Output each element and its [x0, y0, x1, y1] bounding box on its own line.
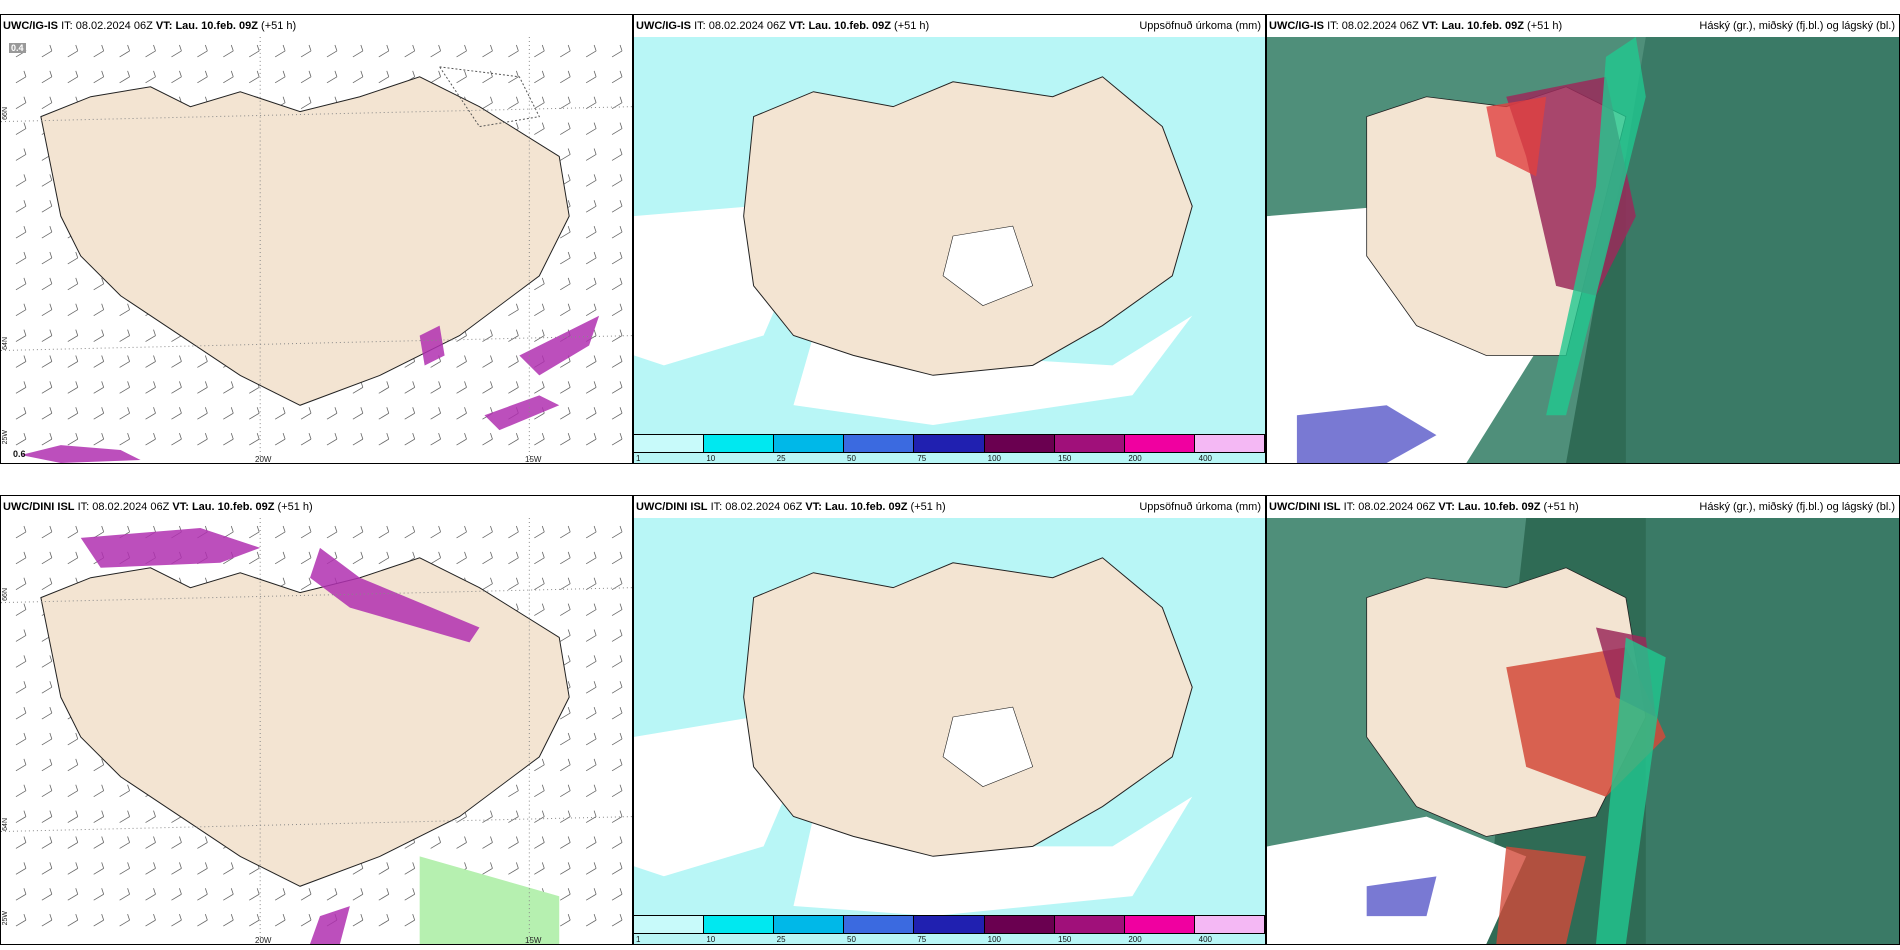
- precip-blob: [519, 315, 600, 376]
- precip-blob-bottom: [20, 445, 141, 463]
- colorbar-label: 75: [917, 454, 927, 463]
- map-accum-precip: [634, 37, 1265, 435]
- colorbar-swatch: [844, 435, 915, 452]
- colorbar-label: 10: [706, 935, 716, 944]
- panel-wind-precip-top: UWC/IG-IS IT: 08.02.2024 06Z VT: Lau. 10…: [0, 14, 633, 464]
- colorbar-swatch: [1194, 916, 1265, 933]
- colorbar-swatch: [1194, 435, 1265, 452]
- panel-clouds-bottom: UWC/DINI ISL IT: 08.02.2024 06Z VT: Lau.…: [1266, 495, 1900, 945]
- iceland-land: [40, 557, 570, 887]
- lat-label-64n: 64N: [2, 337, 9, 350]
- precip-value: 0.4: [9, 43, 26, 53]
- precip-blob: [484, 395, 560, 431]
- colorbar-label: 100: [987, 454, 1002, 463]
- map-clouds: [1267, 518, 1899, 944]
- hatch-area: [438, 66, 541, 128]
- colorbar-swatch: [984, 916, 1055, 933]
- colorbar-label: 1: [636, 454, 641, 463]
- panel-header: UWC/IG-IS IT: 08.02.2024 06Z VT: Lau. 10…: [1, 15, 632, 37]
- lat-label-66n: 66N: [2, 588, 9, 601]
- colorbar-label: 1: [636, 935, 641, 944]
- colorbar-label: 100: [987, 935, 1002, 944]
- precip-value: 0.6: [13, 449, 26, 459]
- colorbar-swatch: [914, 916, 985, 933]
- colorbar-swatch: [634, 435, 705, 452]
- lat-label-25w: 25W: [2, 430, 9, 445]
- colorbar-label: 200: [1128, 935, 1142, 944]
- colorbar-label: 150: [1058, 454, 1072, 463]
- panel-accum-precip-bottom: UWC/DINI ISL IT: 08.02.2024 06Z VT: Lau.…: [633, 495, 1266, 945]
- lat-label-66n: 66N: [2, 107, 9, 120]
- colorbar-swatch: [774, 435, 845, 452]
- colorbar-label: 150: [1058, 935, 1072, 944]
- colorbar-swatch: [1054, 435, 1125, 452]
- colorbar-swatch: [984, 435, 1055, 452]
- panel-header: UWC/DINI ISL IT: 08.02.2024 06Z VT: Lau.…: [1, 496, 632, 518]
- panel-header: UWC/DINI ISL IT: 08.02.2024 06Z VT: Lau.…: [634, 496, 1265, 518]
- colorbar-label: 400: [1198, 454, 1213, 463]
- iceland-land: [743, 557, 1193, 857]
- iceland-land: [40, 76, 570, 406]
- colorbar-label: 25: [776, 454, 786, 463]
- map-wind-precip: [1, 518, 632, 944]
- panel-header: UWC/IG-IS IT: 08.02.2024 06Z VT: Lau. 10…: [634, 15, 1265, 37]
- panel-wind-precip-bottom: UWC/DINI ISL IT: 08.02.2024 06Z VT: Lau.…: [0, 495, 633, 945]
- lon-label-20w: 20W: [255, 936, 272, 945]
- colorbar-label: 200: [1128, 454, 1142, 463]
- iceland-land: [743, 76, 1193, 376]
- map-accum-precip: [634, 518, 1265, 916]
- colorbar-label: 75: [917, 935, 927, 944]
- panel-clouds-top: UWC/IG-IS IT: 08.02.2024 06Z VT: Lau. 10…: [1266, 14, 1900, 464]
- colorbar-swatch: [774, 916, 845, 933]
- panel-header: UWC/IG-IS IT: 08.02.2024 06Z VT: Lau. 10…: [1267, 15, 1899, 37]
- colorbar-swatch: [914, 435, 985, 452]
- colorbar-label: 10: [706, 454, 716, 463]
- map-wind-precip: [1, 37, 632, 463]
- lon-label-15w: 15W: [525, 936, 542, 945]
- precip-blob: [419, 325, 445, 366]
- lon-label-20w: 20W: [255, 455, 272, 464]
- colorbar-label: 50: [847, 454, 856, 463]
- lat-label-64n: 64N: [2, 818, 9, 831]
- colorbar-swatch: [704, 435, 775, 452]
- lon-label-15w: 15W: [525, 455, 542, 464]
- colorbar-swatch: [1124, 435, 1195, 452]
- colorbar-swatch: [844, 916, 915, 933]
- lat-label-25w: 25W: [2, 911, 9, 926]
- precip-colorbar: [634, 915, 1265, 934]
- colorbar-swatch: [704, 916, 775, 933]
- colorbar-swatch: [634, 916, 705, 933]
- colorbar-label: 25: [776, 935, 786, 944]
- panel-accum-precip-top: UWC/IG-IS IT: 08.02.2024 06Z VT: Lau. 10…: [633, 14, 1266, 464]
- panel-header: UWC/DINI ISL IT: 08.02.2024 06Z VT: Lau.…: [1267, 496, 1899, 518]
- precip-colorbar: [634, 434, 1265, 453]
- colorbar-label: 50: [847, 935, 856, 944]
- map-clouds: [1267, 37, 1899, 463]
- colorbar-swatch: [1054, 916, 1125, 933]
- colorbar-label: 400: [1198, 935, 1213, 944]
- colorbar-swatch: [1124, 916, 1195, 933]
